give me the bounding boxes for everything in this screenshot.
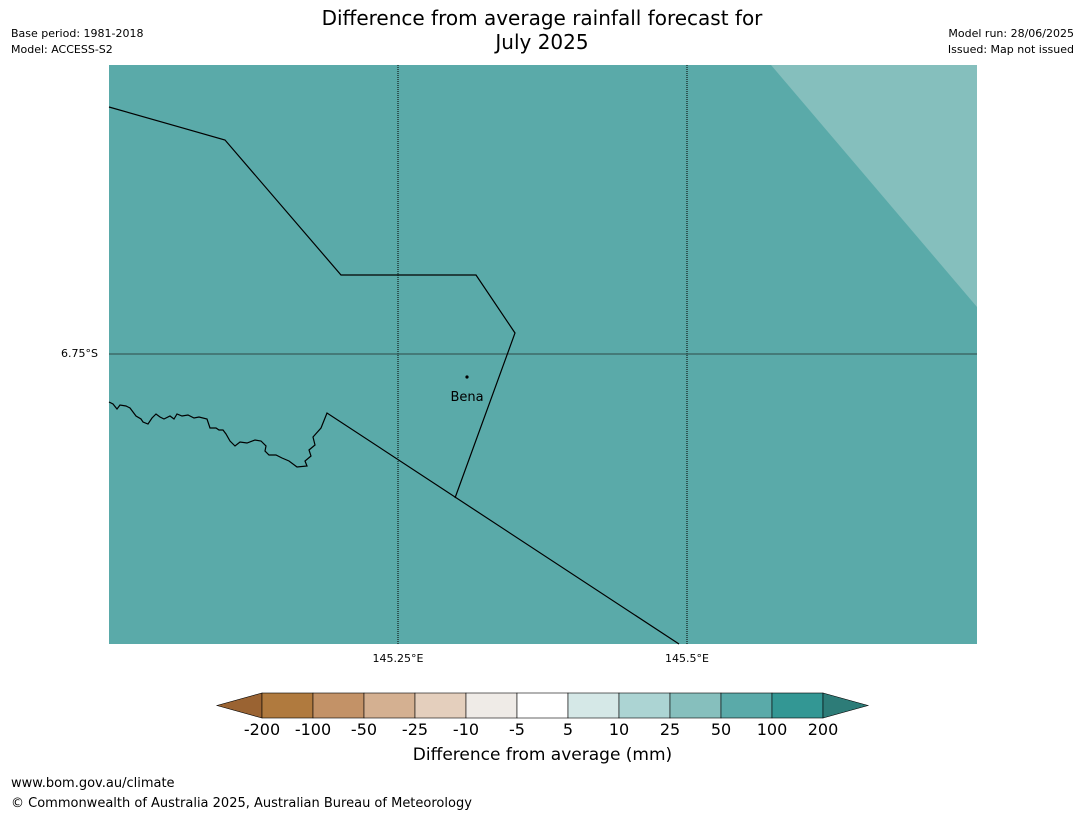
colorbar-segment <box>363 692 416 719</box>
colorbar-tick-label: 10 <box>608 720 630 739</box>
issued-status: Issued: Map not issued <box>947 43 1074 56</box>
colorbar-segment <box>312 692 365 719</box>
colorbar-segment <box>414 692 467 719</box>
colorbar-segment <box>516 692 569 719</box>
colorbar-tick-label: -200 <box>243 720 281 739</box>
rainfall-map: Bena <box>108 65 977 645</box>
colorbar-title: Difference from average (mm) <box>412 745 673 765</box>
footer-url: www.bom.gov.au/climate <box>11 776 175 791</box>
map-title: Difference from average rainfall forecas… <box>242 6 842 54</box>
colorbar <box>215 692 870 719</box>
colorbar-extension-low <box>215 692 263 719</box>
colorbar-segment <box>618 692 671 719</box>
header-left: Base period: 1981-2018 Model: ACCESS-S2 <box>11 26 143 58</box>
colorbar-segment <box>720 692 773 719</box>
header-right: Model run: 28/06/2025 Issued: Map not is… <box>948 26 1074 58</box>
colorbar-segment <box>261 692 314 719</box>
longitude-label-2: 145.5°E <box>665 652 709 665</box>
title-line-2: July 2025 <box>495 30 589 54</box>
colorbar-segment <box>771 692 824 719</box>
latitude-label: 6.75°S <box>61 347 98 360</box>
colorbar-tick-label: 5 <box>562 720 574 739</box>
colorbar-extension-high <box>822 692 870 719</box>
footer-copyright: © Commonwealth of Australia 2025, Austra… <box>11 796 472 811</box>
model-run: Model run: 28/06/2025 <box>948 27 1074 40</box>
colorbar-tick-label: -5 <box>509 720 525 739</box>
colorbar-tick-label: -100 <box>294 720 332 739</box>
bena-label: Bena <box>450 390 483 405</box>
colorbar-segment <box>669 692 722 719</box>
colorbar-segment <box>465 692 518 719</box>
coastline-boundary <box>108 401 680 645</box>
colorbar-tick-label: 25 <box>659 720 681 739</box>
colorbar-tick-label: 200 <box>807 720 839 739</box>
colorbar-tick-label: 50 <box>710 720 732 739</box>
colorbar-tick-label: 100 <box>756 720 788 739</box>
model-name: Model: ACCESS-S2 <box>11 43 113 56</box>
colorbar-tick-label: -50 <box>350 720 378 739</box>
longitude-label-1: 145.25°E <box>372 652 424 665</box>
colorbar-tick-label: -25 <box>401 720 429 739</box>
colorbar-tick-label: -10 <box>452 720 480 739</box>
colorbar-segment <box>567 692 620 719</box>
wetter-region <box>771 65 977 307</box>
base-period: Base period: 1981-2018 <box>11 27 144 40</box>
title-line-1: Difference from average rainfall forecas… <box>321 6 763 30</box>
bena-marker <box>465 375 469 379</box>
province-boundary <box>108 106 516 499</box>
